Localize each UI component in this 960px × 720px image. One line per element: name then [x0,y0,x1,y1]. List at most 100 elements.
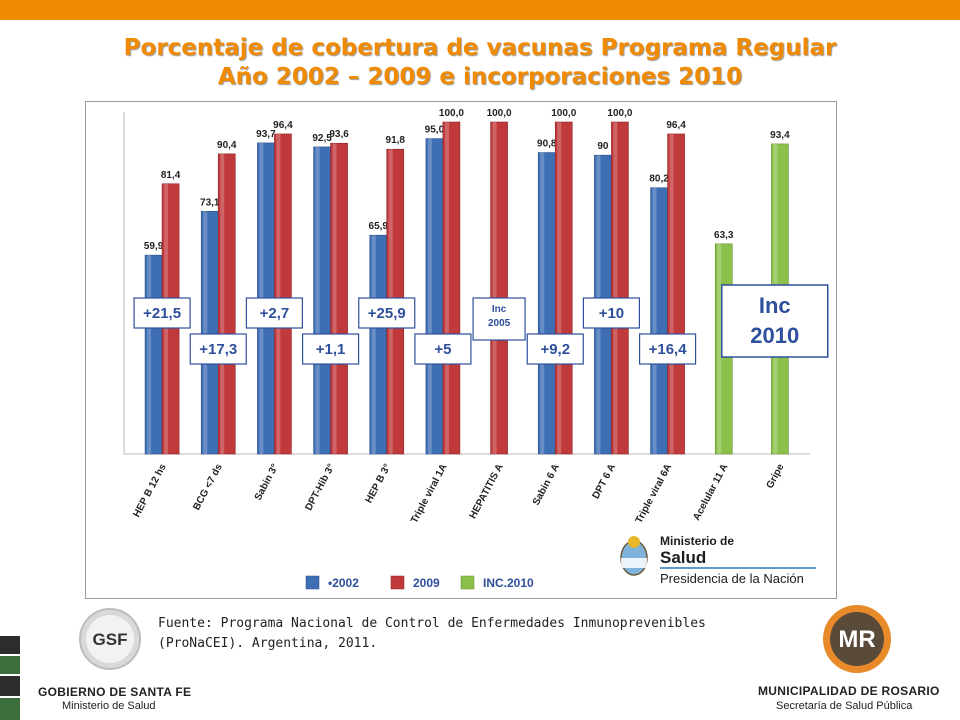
data-label: 100,0 [607,108,632,119]
annotation-text: Inc [492,304,507,315]
mr-name: MUNICIPALIDAD DE ROSARIO [758,684,940,698]
bar-2009 [442,121,461,455]
source-note: Fuente: Programa Nacional de Control de … [158,614,798,654]
left-color-strip [0,676,20,696]
annotation-box [245,297,304,329]
data-label: 100,0 [487,108,512,119]
annotation-text: 2010 [750,323,799,348]
bar-highlight [203,211,208,454]
annotation-box [358,297,416,329]
annotation-box [638,333,697,365]
category-label: HEP B 3° [364,462,394,505]
bar-2009 [667,133,685,455]
gsf-sub: Ministerio de Salud [62,700,156,712]
bar-highlight [427,138,432,454]
annotation-text: +1,1 [316,341,346,358]
data-label: 90,4 [217,140,237,151]
annotation-box [526,333,584,365]
gsf-logo-text: GSF [93,630,128,649]
ministry-line-1: Ministerio de [660,534,734,548]
annotation-box [582,297,641,329]
chart-frame: 59,9 81,4 HEP B 12 hs 73,1 90,4 BCG <7 ds 93,7… [85,101,837,599]
annotation-text: +9,2 [540,341,570,358]
data-label: 73,1 [200,197,220,208]
bar-highlight [669,133,674,454]
annotation-text: +2,7 [260,305,290,322]
bar-highlight [613,122,618,454]
source-line-2: (ProNaCEI). Argentina, 2011. [158,636,378,651]
category-label: HEP B 12 hs [131,462,168,519]
data-label: 90 [597,141,609,152]
left-color-strip [0,656,20,674]
category-label: Triple viral 1A [409,462,450,525]
ministry-line-2: Salud [660,548,706,567]
bar-2009 [217,153,236,455]
title-line-1: Porcentaje de cobertura de vacunas Progr… [123,35,837,61]
title-line-2: Año 2002 – 2009 e incorporaciones 2010 [217,64,743,90]
data-label: 96,4 [273,120,293,131]
annotation-text: 2005 [488,318,511,329]
bar-highlight [717,243,722,454]
annotation-text: Inc [759,293,791,318]
bar-highlight [492,122,497,454]
annotation-box [472,297,526,341]
bar-chart: 59,9 81,4 HEP B 12 hs 73,1 90,4 BCG <7 ds 93,7… [123,108,829,590]
bar-2009 [274,133,292,455]
annotation-text: +21,5 [143,305,181,322]
mr-logo-text: MR [838,626,875,653]
ministry-emblem-band [621,558,647,568]
category-label: Sabin 6 A [531,462,562,507]
gsf-name: GOBIERNO DE SANTA FE [38,685,192,699]
category-label: Triple viral 6A [634,462,675,525]
legend-label: INC.2010 [483,576,534,590]
annotation-box [301,333,360,365]
bar-highlight [220,153,225,454]
ministry-emblem-sun [628,536,640,548]
data-label: 92,5 [312,133,332,144]
annotation-text: +5 [434,341,451,358]
source-line-1: Fuente: Programa Nacional de Control de … [158,616,706,631]
annotation-text: +25,9 [368,305,406,322]
category-label: BCG <7 ds [191,462,225,512]
left-color-strip [0,698,20,720]
data-label: 91,8 [386,135,406,146]
data-label: 93,6 [329,129,349,140]
bar-highlight [444,122,449,454]
data-label: 96,4 [666,120,686,131]
annotation-box [133,297,191,329]
category-label: Acelular 11 A [691,462,730,522]
legend-swatch [460,575,475,590]
data-label: 81,4 [161,170,181,181]
category-label: DPT 6 A [591,462,619,501]
bar-highlight [540,152,545,454]
bar-highlight [147,255,152,454]
data-label: 80,2 [649,174,669,185]
annotation-box [721,284,829,358]
legend-swatch [305,575,320,590]
category-label: Sabin 3° [253,462,281,502]
data-label: 93,4 [770,130,790,141]
data-label: 59,9 [144,241,164,252]
mr-sub: Secretaría de Salud Pública [776,700,913,712]
data-label: 65,9 [369,221,389,232]
bar-highlight [371,235,376,454]
category-label: HEPATITIS A [468,462,506,520]
bar-highlight [557,122,562,454]
annotation-text: +10 [599,305,624,322]
bar-highlight [276,133,281,454]
bar-2009 [611,121,629,455]
data-label: 100,0 [439,108,464,119]
bar-highlight [315,146,320,454]
bar-highlight [652,187,657,454]
mr-logo: MR [823,605,891,673]
legend-label: 2009 [413,576,440,590]
bar-2009 [490,121,508,455]
annotation-box [414,333,472,365]
bar-highlight [332,143,337,455]
data-label: 100,0 [551,108,576,119]
data-label: 90,8 [537,139,557,150]
annotation-text: +16,4 [649,341,688,358]
annotation-box [189,333,247,365]
data-label: 63,3 [714,230,734,241]
gsf-logo: GSF [79,608,141,670]
